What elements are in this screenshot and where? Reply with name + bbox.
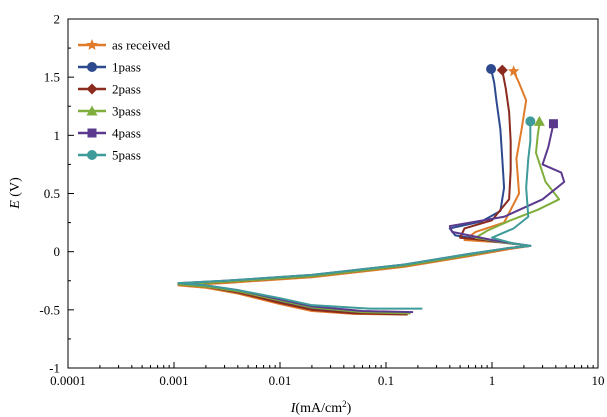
- series-2pass: [177, 64, 532, 316]
- legend: as received 1pass 2pass 3pass 4pass 5pass: [78, 38, 171, 163]
- x-axis-var: I: [290, 401, 297, 416]
- y-tick-label: 1.5: [44, 70, 60, 85]
- series-5pass: [177, 116, 536, 310]
- series-end-marker: [507, 65, 520, 77]
- series-end-marker: [525, 116, 536, 127]
- series-line: [177, 70, 532, 316]
- legend-item-3pass: 3pass: [78, 104, 141, 119]
- x-tick-label: 10: [592, 373, 605, 388]
- x-tick-label: 0.0001: [50, 373, 86, 388]
- series-line: [177, 68, 532, 315]
- axes: 0.0001 0.001 0.01 0.1 1 10 -1 -0.5 0 0.5 1 1.5 2: [39, 12, 604, 389]
- y-tick-label: 2: [54, 12, 61, 27]
- x-axis-unit-sup: 2: [342, 399, 347, 409]
- legend-marker: [87, 62, 97, 72]
- series-end-marker: [496, 64, 508, 76]
- legend-marker: [87, 150, 97, 160]
- legend-marker: [87, 128, 97, 138]
- x-axis-title: I(mA/cm2): [290, 399, 352, 416]
- series-as-received: [177, 65, 532, 316]
- legend-label: 5pass: [112, 148, 141, 163]
- y-tick-label: -0.5: [39, 302, 60, 317]
- legend-marker: [86, 105, 98, 116]
- series-line: [177, 70, 532, 316]
- legend-label: 2pass: [112, 82, 141, 97]
- legend-item-1pass: 1pass: [78, 60, 141, 75]
- y-tick-label: 0.5: [44, 186, 60, 201]
- legend-label: 1pass: [112, 60, 141, 75]
- x-tick-label: 1: [489, 373, 496, 388]
- y-axis-var: E: [8, 200, 23, 210]
- y-tick-label: -1: [49, 361, 60, 376]
- legend-item-4pass: 4pass: [78, 126, 141, 141]
- legend-item-5pass: 5pass: [78, 148, 141, 163]
- legend-item-2pass: 2pass: [78, 82, 141, 97]
- series-1pass: [177, 64, 532, 315]
- series-end-marker: [548, 119, 558, 129]
- y-axis-unit: (V): [8, 177, 23, 200]
- legend-label: as received: [112, 38, 171, 53]
- x-tick-label: 0.1: [378, 373, 394, 388]
- y-axis-title: E (V): [8, 177, 23, 210]
- series-end-marker: [533, 115, 545, 126]
- x-axis-unit-close: ): [347, 401, 352, 416]
- series-line: [177, 123, 532, 310]
- legend-label: 4pass: [112, 126, 141, 141]
- series-end-marker: [486, 64, 497, 75]
- legend-marker: [86, 83, 98, 95]
- legend-label: 3pass: [112, 104, 141, 119]
- plot-area: [177, 64, 566, 316]
- y-tick-label: 1: [54, 128, 61, 143]
- legend-item-as-received: as received: [78, 38, 171, 53]
- x-axis-unit: (mA/cm: [295, 401, 342, 416]
- legend-marker: [86, 39, 98, 50]
- x-tick-label: 0.001: [159, 373, 188, 388]
- y-tick-label: 0: [54, 244, 61, 259]
- x-tick-label: 0.01: [269, 373, 292, 388]
